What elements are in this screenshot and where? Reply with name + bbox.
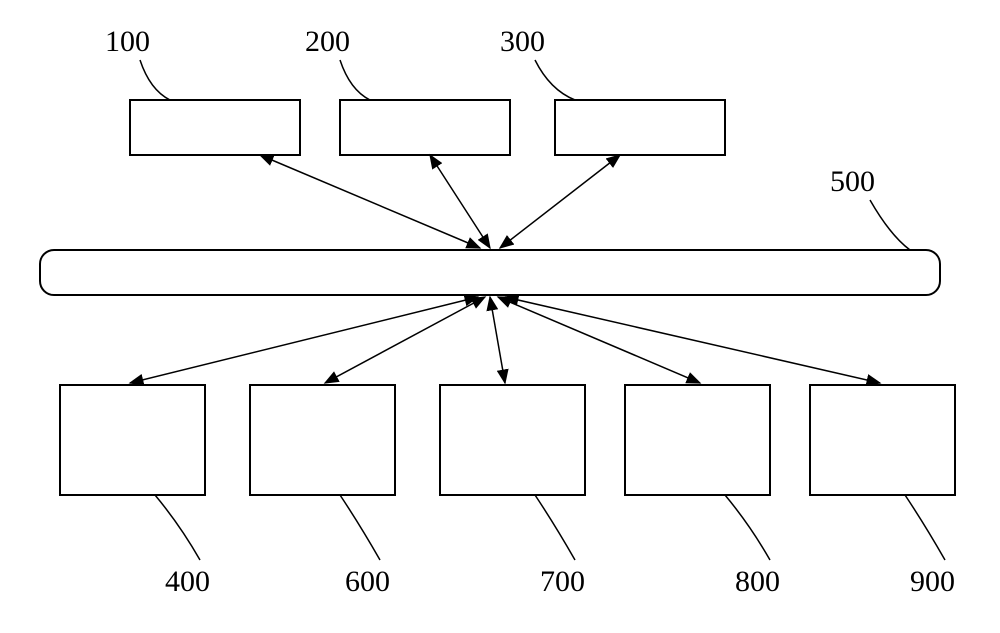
top-node-300 xyxy=(555,100,725,155)
label-500: 500 xyxy=(830,165,875,199)
lead-line-900 xyxy=(905,495,945,560)
bottom-node-400 xyxy=(60,385,205,495)
label-200: 200 xyxy=(305,25,350,59)
arrow-200-bus xyxy=(430,155,490,248)
label-800: 800 xyxy=(735,565,780,599)
arrow-bus-700 xyxy=(490,297,505,383)
block-diagram xyxy=(0,0,1000,633)
lead-line-800 xyxy=(725,495,770,560)
label-400: 400 xyxy=(165,565,210,599)
lead-line-400 xyxy=(155,495,200,560)
bottom-node-600 xyxy=(250,385,395,495)
label-300: 300 xyxy=(500,25,545,59)
arrow-bus-400 xyxy=(130,297,478,383)
lead-line-600 xyxy=(340,495,380,560)
label-900: 900 xyxy=(910,565,955,599)
bottom-node-700 xyxy=(440,385,585,495)
label-600: 600 xyxy=(345,565,390,599)
top-node-100 xyxy=(130,100,300,155)
arrow-bus-800 xyxy=(498,297,700,383)
lead-line-100 xyxy=(140,60,170,100)
bottom-node-900 xyxy=(810,385,955,495)
label-700: 700 xyxy=(540,565,585,599)
top-node-200 xyxy=(340,100,510,155)
arrow-300-bus xyxy=(500,155,620,248)
bottom-node-800 xyxy=(625,385,770,495)
lead-line-700 xyxy=(535,495,575,560)
label-100: 100 xyxy=(105,25,150,59)
bus-node-500 xyxy=(40,250,940,295)
arrow-bus-900 xyxy=(505,297,880,383)
lead-line-200 xyxy=(340,60,370,100)
lead-line-300 xyxy=(535,60,575,100)
arrow-bus-600 xyxy=(325,297,485,383)
arrow-100-bus xyxy=(260,155,480,248)
lead-line-500 xyxy=(870,200,910,250)
